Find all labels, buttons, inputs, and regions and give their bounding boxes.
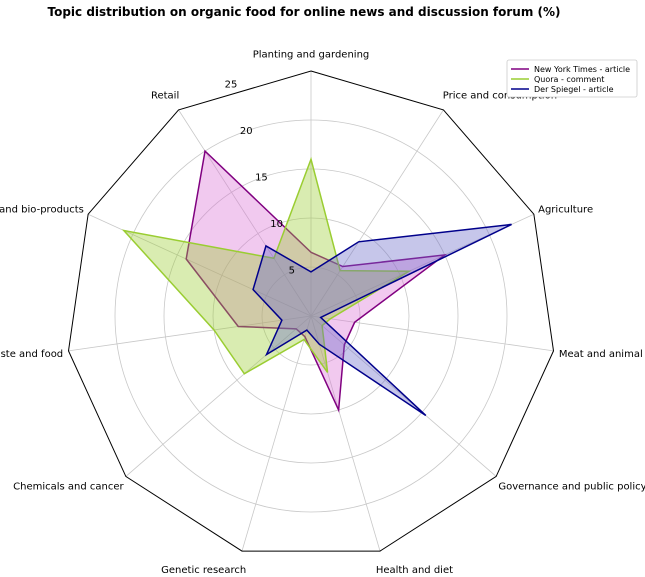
label-layer: 5 10 15 20 25 Planting and gardening Price and… — [0, 50, 645, 576]
spoke-6 — [241, 315, 312, 552]
spoke-4 — [310, 315, 497, 477]
series-polygon-2 — [252, 223, 512, 417]
category-label: GMO label and bio-products — [0, 205, 84, 216]
tick-label: 25 — [225, 79, 238, 90]
category-label: Agriculture — [538, 205, 593, 216]
spoke-7 — [125, 315, 312, 477]
category-label: Taste and food — [0, 349, 63, 360]
legend-label: Der Spiegel - article — [534, 85, 614, 94]
spoke-1 — [310, 109, 444, 317]
category-label: Governance and public policy — [498, 481, 645, 492]
tick-label: 5 — [289, 265, 295, 276]
category-label: Planting and gardening — [253, 50, 370, 61]
grid-layer — [67, 70, 555, 552]
category-label: Chemicals and cancer — [13, 481, 124, 492]
category-label: Meat and animal feeding — [559, 349, 645, 360]
series-polygon-0 — [185, 149, 448, 413]
outer-frame — [67, 70, 555, 552]
chart-title: Topic distribution on organic food for o… — [47, 5, 561, 19]
tick-label: 10 — [270, 219, 283, 230]
legend-label: New York Times - article — [534, 65, 630, 74]
series-layer — [121, 149, 512, 417]
spoke-8 — [68, 315, 312, 352]
tick-label: 15 — [255, 172, 268, 183]
series-polygon-1 — [121, 156, 412, 375]
legend-label: Quora - comment — [534, 75, 604, 84]
category-label: Retail — [151, 91, 179, 102]
category-label: Health and diet — [376, 565, 453, 576]
legend-frame — [506, 59, 638, 98]
spoke-10 — [178, 109, 312, 317]
tick-label: 20 — [240, 126, 253, 137]
category-label: Genetic research — [161, 565, 246, 576]
spoke-3 — [310, 315, 554, 352]
spoke-5 — [310, 315, 381, 552]
category-label: Price and consumption — [443, 91, 557, 102]
